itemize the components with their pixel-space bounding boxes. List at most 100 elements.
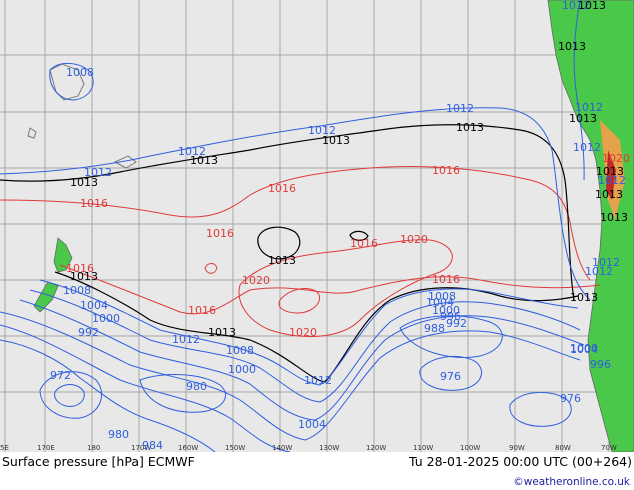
lon-tick: 170E bbox=[37, 444, 55, 452]
isobar-label: 1012 bbox=[585, 265, 613, 278]
map-title: Surface pressure [hPa] ECMWF bbox=[2, 454, 195, 469]
reference-isobars bbox=[0, 124, 579, 383]
isobar-label: 1012 bbox=[172, 333, 200, 346]
lon-tick: 170W bbox=[131, 444, 151, 452]
isobar-label: 1016 bbox=[206, 227, 234, 240]
isobar-1016-small bbox=[204, 263, 218, 274]
isobar-980-east bbox=[139, 374, 226, 413]
isobar-label: 1013 bbox=[190, 154, 218, 167]
high-pressure-isobars bbox=[0, 166, 601, 338]
isobar-label: 1013 bbox=[70, 176, 98, 189]
isobar-label: 992 bbox=[446, 317, 467, 330]
isobar-label: 1012 bbox=[573, 141, 601, 154]
isobar-1013-south bbox=[54, 271, 579, 383]
isobar-label: 1012 bbox=[575, 101, 603, 114]
lon-tick: 90W bbox=[509, 444, 525, 452]
lon-tick: 150W bbox=[225, 444, 245, 452]
isobar-label: 1020 bbox=[242, 274, 270, 287]
isobar-label: 1000 bbox=[570, 342, 598, 355]
isobar-label: 1000 bbox=[228, 363, 256, 376]
isobar-label: 980 bbox=[186, 380, 207, 393]
isobar-label: 1012 bbox=[304, 374, 332, 387]
valid-time: Tu 28-01-2025 00:00 UTC (00+264) bbox=[409, 454, 632, 469]
isobar-label: 1013 bbox=[600, 211, 628, 224]
isobar-1020-cell bbox=[278, 288, 320, 314]
lon-tick: 110W bbox=[413, 444, 433, 452]
pressure-chart: 5E 170E 180 170W 160W 150W 140W 130W 120… bbox=[0, 0, 634, 452]
isobar-label: 976 bbox=[560, 392, 581, 405]
isobar-label: 988 bbox=[424, 322, 445, 335]
map-footer: Surface pressure [hPa] ECMWF Tu 28-01-20… bbox=[0, 452, 634, 490]
isobar-1020-inner bbox=[238, 239, 453, 338]
lon-tick: 120W bbox=[366, 444, 386, 452]
isobar-label: 1012 bbox=[598, 174, 626, 187]
isobar-label: 1020 bbox=[400, 233, 428, 246]
isobar-label: 1020 bbox=[602, 152, 630, 165]
red-isobar-labels: 1016 1016 1016 1016 1016 1020 1020 1016 … bbox=[66, 152, 630, 339]
isobar-label: 1013 bbox=[596, 165, 624, 178]
isobar-976-cell bbox=[419, 356, 482, 391]
isobar-label: 1016 bbox=[188, 304, 216, 317]
isobar-label: 1004 bbox=[426, 296, 454, 309]
south-america-land bbox=[547, 0, 634, 452]
isobar-label: 1013 bbox=[322, 134, 350, 147]
isobar-label: 1016 bbox=[80, 197, 108, 210]
isobar-1008 bbox=[29, 289, 581, 403]
isobar-label: 976 bbox=[440, 370, 461, 383]
isobar-label: 1008 bbox=[66, 66, 94, 79]
lon-tick: 160W bbox=[178, 444, 198, 452]
blue-isobar-labels: 1008 1012 1012 1012 1012 1012 1012 1008 … bbox=[50, 0, 626, 452]
isobar-1000 bbox=[0, 311, 581, 441]
isobar-1016-south bbox=[59, 264, 601, 315]
black-isobar-labels: 1013 1013 1013 1013 1013 1013 1013 1013 … bbox=[70, 0, 628, 339]
isobar-label: 1008 bbox=[63, 284, 91, 297]
isobar-996 bbox=[0, 324, 291, 452]
isobar-label: 1016 bbox=[432, 273, 460, 286]
isobar-label: 1013 bbox=[569, 112, 597, 125]
isobar-1013-small bbox=[349, 230, 369, 241]
isobar-label: 1013 bbox=[570, 291, 598, 304]
isobar-label: 1016 bbox=[350, 237, 378, 250]
isobar-label: 1004 bbox=[298, 418, 326, 431]
longitude-axis: 5E 170E 180 170W 160W 150W 140W 130W 120… bbox=[0, 444, 617, 452]
isobar-label: 1016 bbox=[66, 262, 94, 275]
isobar-label: 996 bbox=[590, 358, 611, 371]
isobar-972-cell bbox=[54, 384, 85, 407]
isobar-label: 992 bbox=[78, 326, 99, 339]
isobar-label: 980 bbox=[108, 428, 129, 441]
isobar-1016-north bbox=[0, 166, 571, 223]
andes-peaks bbox=[606, 150, 616, 200]
lon-tick: 140W bbox=[272, 444, 292, 452]
isobar-label: 1013 bbox=[578, 0, 606, 12]
weather-map: 5E 170E 180 170W 160W 150W 140W 130W 120… bbox=[0, 0, 634, 452]
isobar-label: 996 bbox=[440, 310, 461, 323]
isobar-label: 1013 bbox=[268, 254, 296, 267]
isobar-1008-nw bbox=[49, 63, 94, 101]
isobar-1013-cell bbox=[257, 226, 301, 260]
isobar-1004 bbox=[19, 299, 585, 421]
isobar-label: 1020 bbox=[289, 326, 317, 339]
isobar-988 bbox=[399, 315, 503, 359]
island-coast bbox=[113, 155, 137, 169]
isobar-label: 1012 bbox=[562, 0, 590, 12]
isobar-label: 972 bbox=[50, 369, 71, 382]
island-coast bbox=[27, 127, 37, 139]
isobar-label: 1013 bbox=[70, 270, 98, 283]
isobar-label: 1016 bbox=[268, 182, 296, 195]
isobar-label: 1008 bbox=[226, 344, 254, 357]
isobar-label: 1012 bbox=[446, 102, 474, 115]
isobar-label: 984 bbox=[142, 439, 163, 452]
isobar-label: 1008 bbox=[428, 290, 456, 303]
isobar-label: 1012 bbox=[84, 166, 112, 179]
isobar-1016-east bbox=[569, 221, 591, 281]
lon-tick: 80W bbox=[555, 444, 571, 452]
isobar-label: 1012 bbox=[178, 145, 206, 158]
isobar-label: 1013 bbox=[595, 188, 623, 201]
isobar-label: 1000 bbox=[92, 312, 120, 325]
lon-tick: 5E bbox=[0, 444, 9, 452]
isobar-1013-north bbox=[0, 124, 575, 301]
isobar-label: 1016 bbox=[432, 164, 460, 177]
credit-link[interactable]: ©weatheronline.co.uk bbox=[513, 476, 630, 488]
low-pressure-isobars bbox=[0, 0, 591, 452]
isobar-coast-east bbox=[573, 0, 585, 181]
